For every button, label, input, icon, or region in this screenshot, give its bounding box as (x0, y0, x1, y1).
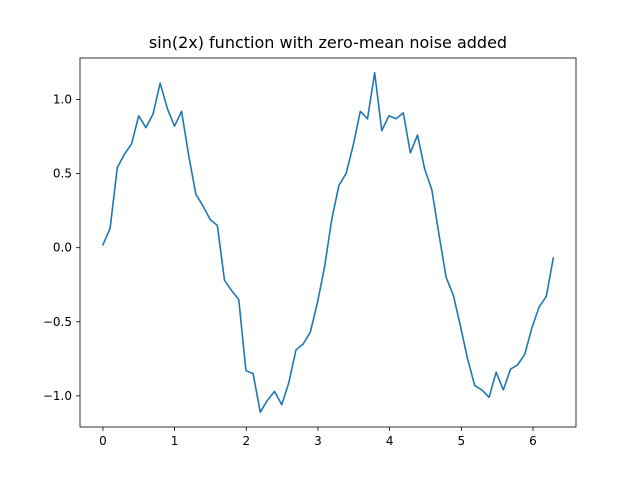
chart-title: sin(2x) function with zero-mean noise ad… (149, 33, 507, 52)
x-axis: 0 1 2 3 4 5 6 (99, 427, 537, 448)
y-tick-label: −0.5 (43, 315, 72, 329)
x-tick-label: 1 (171, 434, 179, 448)
y-tick-label: 0.5 (53, 167, 72, 181)
x-tick-label: 3 (314, 434, 322, 448)
x-tick-label: 0 (99, 434, 107, 448)
x-tick-label: 5 (457, 434, 465, 448)
x-tick-label: 6 (529, 434, 537, 448)
y-tick-label: 1.0 (53, 92, 72, 106)
plot-area (101, 72, 555, 413)
y-tick-label: 0.0 (53, 241, 72, 255)
x-tick-label: 2 (242, 434, 250, 448)
y-axis: 1.0 0.5 0.0 −0.5 −1.0 (43, 92, 80, 403)
axes-frame (79, 57, 577, 428)
x-tick-label: 4 (386, 434, 394, 448)
y-tick-label: −1.0 (43, 389, 72, 403)
series-line (101, 72, 555, 413)
